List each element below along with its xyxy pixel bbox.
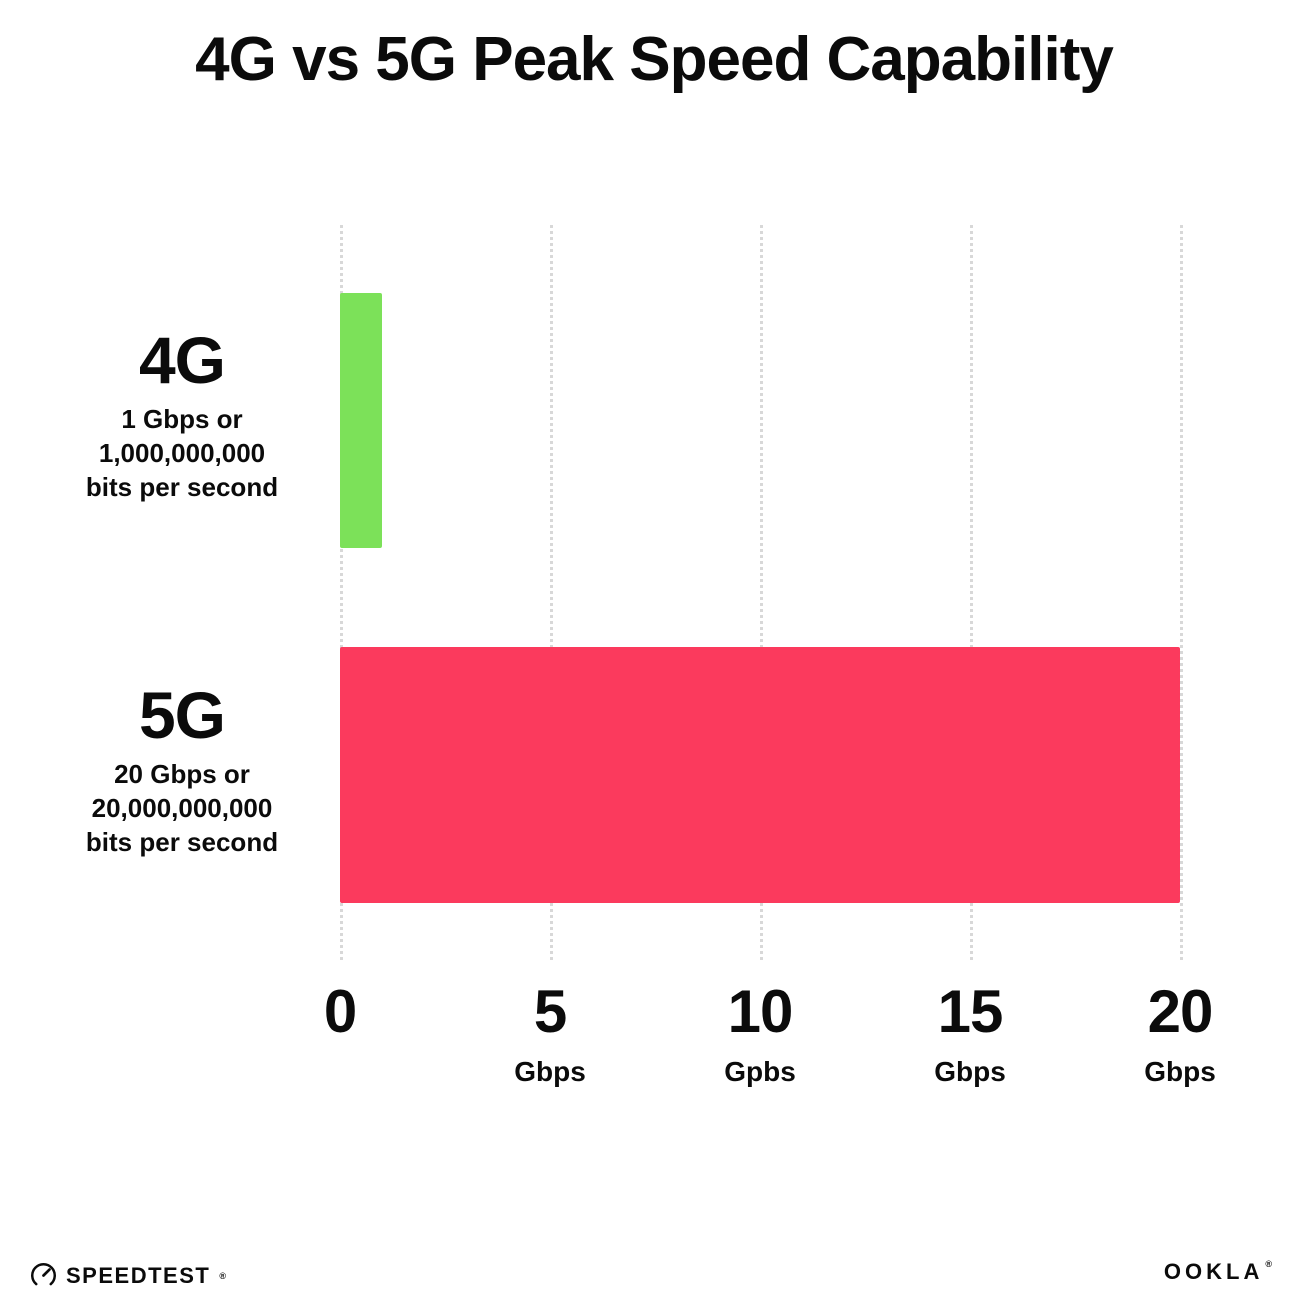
category-label-5g: 5G xyxy=(138,678,226,752)
ookla-logo: OOKLA ® xyxy=(1164,1259,1272,1285)
sublabel-line: bits per second xyxy=(85,826,279,857)
sublabel-line: 1,000,000,000 xyxy=(98,438,266,469)
speedtest-gauge-icon xyxy=(30,1262,57,1289)
x-tick-number: 15 xyxy=(937,978,1004,1045)
gridline xyxy=(340,225,343,960)
row-label-5g: 5G 20 Gbps or 20,000,000,000 bits per se… xyxy=(42,678,322,860)
category-sublabel-4g: 1 Gbps or 1,000,000,000 bits per second xyxy=(42,403,322,504)
x-tick-number: 5 xyxy=(533,978,567,1045)
x-tick-10: 10 Gpbs xyxy=(724,982,796,1086)
gridline xyxy=(760,225,763,960)
speedtest-trademark: ® xyxy=(219,1271,226,1281)
sublabel-line: bits per second xyxy=(85,471,279,502)
row-label-4g: 4G 1 Gbps or 1,000,000,000 bits per seco… xyxy=(42,323,322,505)
speedtest-wordmark: SPEEDTEST xyxy=(66,1262,211,1288)
x-tick-number: 20 xyxy=(1147,978,1214,1045)
sublabel-line: 20,000,000,000 xyxy=(91,793,273,824)
x-tick-number: 10 xyxy=(727,978,794,1045)
x-tick-5: 5 Gbps xyxy=(514,982,586,1086)
x-tick-unit: Gbps xyxy=(934,1056,1006,1087)
category-label-4g: 4G xyxy=(138,323,226,397)
x-tick-0: 0 xyxy=(323,978,357,1058)
ookla-wordmark: OOKLA xyxy=(1163,1259,1264,1284)
gridline xyxy=(550,225,553,960)
x-tick-unit: Gbps xyxy=(514,1056,586,1087)
chart-title: 4G vs 5G Peak Speed Capability xyxy=(195,25,1114,94)
sublabel-line: 1 Gbps or xyxy=(121,404,243,435)
plot-area xyxy=(340,225,1183,960)
bar-4g xyxy=(340,293,382,548)
speedtest-logo: SPEEDTEST ® xyxy=(30,1262,226,1289)
sublabel-line: 20 Gbps or xyxy=(114,759,250,790)
ookla-trademark: ® xyxy=(1265,1259,1272,1269)
x-axis: 0 5 Gbps 10 Gpbs 15 Gbps 20 Gbps xyxy=(324,982,1216,1102)
gridline xyxy=(970,225,973,960)
x-tick-unit: Gpbs xyxy=(724,1056,796,1087)
x-tick-15: 15 Gbps xyxy=(934,982,1006,1086)
x-tick-number: 0 xyxy=(323,978,357,1045)
category-sublabel-5g: 20 Gbps or 20,000,000,000 bits per secon… xyxy=(42,758,322,859)
bar-5g xyxy=(340,647,1180,903)
x-tick-20: 20 Gbps xyxy=(1144,982,1216,1086)
x-tick-unit: Gbps xyxy=(1144,1056,1216,1087)
gridline xyxy=(1180,225,1183,960)
